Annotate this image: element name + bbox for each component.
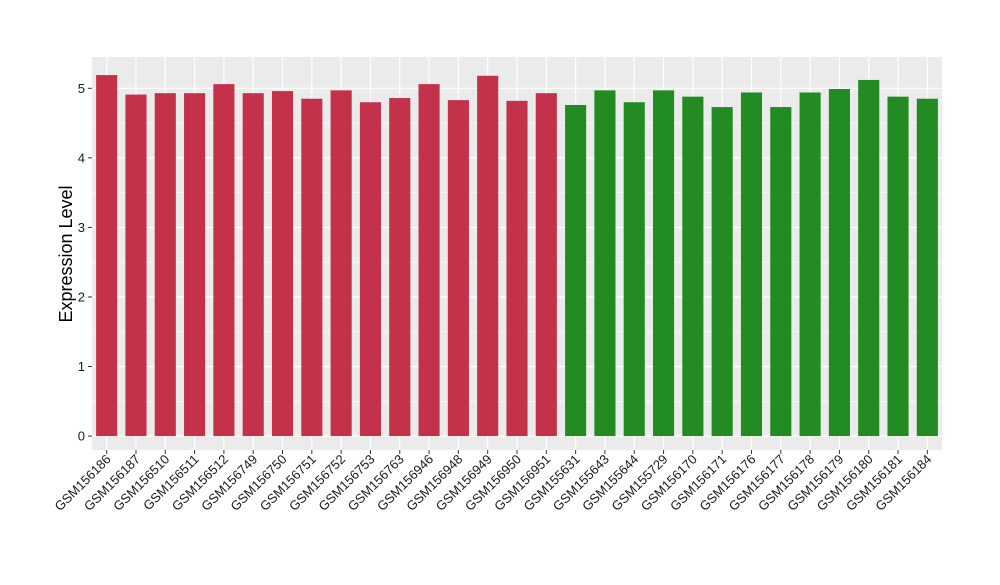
y-tick-label: 4 xyxy=(78,150,85,165)
bar xyxy=(359,102,381,437)
bar xyxy=(887,96,909,437)
y-tick-label: 5 xyxy=(78,81,85,96)
bar xyxy=(184,93,206,437)
bar xyxy=(125,94,147,437)
bar xyxy=(916,98,938,437)
bar xyxy=(96,75,118,437)
bars xyxy=(96,75,938,437)
y-tick-label: 2 xyxy=(78,289,85,304)
bar xyxy=(271,91,294,437)
bar xyxy=(653,90,675,437)
bar xyxy=(565,104,587,437)
bar xyxy=(682,96,704,437)
bar xyxy=(828,88,850,437)
bar xyxy=(447,100,469,437)
y-axis: 0 1 2 3 4 5 xyxy=(78,81,92,444)
bar xyxy=(594,90,616,437)
y-tick-label: 3 xyxy=(78,220,85,235)
y-axis-title: Expression Level xyxy=(56,185,76,322)
bar xyxy=(858,79,880,437)
x-axis: GSM156186GSM156187GSM156510GSM156511GSM1… xyxy=(52,450,934,514)
bar xyxy=(301,98,323,437)
bar xyxy=(506,100,528,437)
bar xyxy=(242,93,264,437)
bar xyxy=(418,84,440,437)
y-tick-label: 0 xyxy=(78,429,85,444)
bar xyxy=(213,84,235,437)
bar xyxy=(711,107,733,437)
bar xyxy=(799,92,821,437)
bar xyxy=(770,107,792,437)
bar xyxy=(154,93,176,437)
y-tick-label: 1 xyxy=(78,359,85,374)
bar xyxy=(330,90,352,437)
bar xyxy=(389,98,411,437)
bar xyxy=(740,92,763,437)
bar xyxy=(535,93,557,437)
bar xyxy=(623,102,645,437)
bar xyxy=(477,75,499,437)
